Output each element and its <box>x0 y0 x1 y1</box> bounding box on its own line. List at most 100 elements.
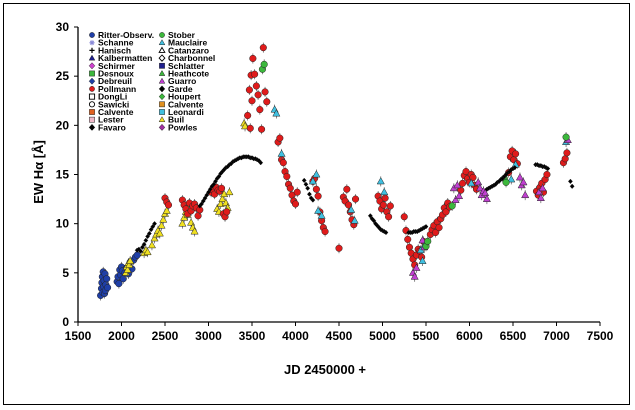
data-point <box>455 191 464 200</box>
data-point <box>259 44 267 52</box>
legend-label: Sawicki <box>98 99 129 109</box>
x-tick-label: 1500 <box>65 329 92 343</box>
legend-marker <box>88 123 96 131</box>
data-point <box>400 213 408 221</box>
data-point <box>246 124 254 132</box>
legend-label: Mauclaire <box>168 38 207 48</box>
data-point <box>249 54 257 63</box>
legend-label: Lester <box>98 115 124 125</box>
data-point <box>245 86 253 94</box>
data-point <box>159 215 168 223</box>
data-point <box>451 195 460 203</box>
data-point <box>482 194 491 202</box>
legend-label: Stober <box>168 30 196 40</box>
model-curve-point <box>141 241 147 247</box>
data-point <box>507 175 516 183</box>
data-point <box>251 70 259 78</box>
data-point <box>115 280 123 288</box>
data-point <box>187 218 196 226</box>
legend-marker <box>89 32 95 38</box>
legend-label: Pollmann <box>98 84 136 94</box>
x-tick-label: 7500 <box>587 329 614 343</box>
data-point <box>312 185 320 193</box>
data-point <box>351 195 360 203</box>
data-point <box>164 201 173 209</box>
x-tick-label: 4000 <box>282 329 309 343</box>
data-point <box>469 173 477 181</box>
model-curve-point <box>258 160 264 166</box>
legend-marker <box>88 101 96 108</box>
data-point <box>347 205 356 213</box>
legend-label: Desnoux <box>98 69 134 79</box>
legend-label: Favaro <box>98 122 126 132</box>
data-point <box>252 82 260 90</box>
data-point <box>254 91 262 99</box>
legend-label: Leonardi <box>168 107 204 117</box>
legend-label: Catanzaro <box>168 45 209 55</box>
data-point <box>194 212 202 220</box>
legend-marker <box>158 123 166 131</box>
legend-marker <box>159 32 165 38</box>
x-axis-label: JD 2450000 + <box>284 362 366 377</box>
data-point <box>263 98 271 106</box>
data-point <box>563 149 571 157</box>
data-point <box>467 179 476 187</box>
data-point <box>381 194 389 202</box>
data-point <box>410 272 419 280</box>
legend: Ritter-Observ.SchanneHanischKalbermatten… <box>88 30 215 132</box>
legend-marker <box>89 116 95 123</box>
data-point <box>561 155 569 163</box>
x-tick-label: 5000 <box>369 329 396 343</box>
legend-label: DongLi <box>98 92 127 102</box>
data-point <box>157 221 166 229</box>
data-point <box>412 263 421 271</box>
data-point <box>126 256 135 264</box>
data-point <box>178 219 187 227</box>
legend-label: Guarro <box>168 76 196 86</box>
legend-marker <box>88 77 96 85</box>
legend-marker <box>89 40 95 46</box>
legend-label: Hanisch <box>98 45 131 55</box>
y-tick-label: 0 <box>62 315 69 329</box>
y-tick-label: 10 <box>56 217 70 231</box>
data-point <box>276 134 284 142</box>
data-point <box>103 275 111 283</box>
data-point <box>475 183 484 192</box>
legend-marker <box>158 39 166 46</box>
data-point <box>448 202 456 210</box>
data-point <box>343 185 351 193</box>
legend-marker <box>158 46 166 53</box>
data-point <box>283 172 291 181</box>
legend-marker <box>89 86 95 92</box>
data-point <box>379 201 387 209</box>
data-point <box>277 149 286 157</box>
data-point <box>385 213 393 221</box>
data-point <box>453 181 462 189</box>
legend-marker <box>158 85 166 93</box>
y-tick-label: 20 <box>56 118 70 132</box>
data-point <box>418 256 427 264</box>
y-tick-label: 30 <box>56 20 70 34</box>
legend-label: Powles <box>168 122 198 132</box>
data-point <box>162 206 171 214</box>
legend-label: Buil <box>168 115 184 125</box>
data-point <box>521 190 530 199</box>
legend-label: Calvente <box>168 99 204 109</box>
data-point <box>143 247 152 256</box>
data-point <box>502 178 510 186</box>
legend-label: Calvente <box>98 107 134 117</box>
y-tick-label: 25 <box>56 69 70 83</box>
data-point <box>538 183 547 192</box>
legend-label: Garde <box>168 84 193 94</box>
legend-label: Charbonnel <box>168 53 215 63</box>
data-point <box>376 177 385 185</box>
x-tick-label: 3500 <box>239 329 266 343</box>
data-point <box>147 240 157 249</box>
data-point <box>104 284 112 292</box>
legend-marker <box>158 93 166 101</box>
x-tick-label: 3000 <box>195 329 222 343</box>
y-tick-label: 15 <box>56 168 70 182</box>
legend-marker <box>158 70 166 76</box>
data-point <box>248 97 256 105</box>
model-curve-point <box>512 164 518 171</box>
